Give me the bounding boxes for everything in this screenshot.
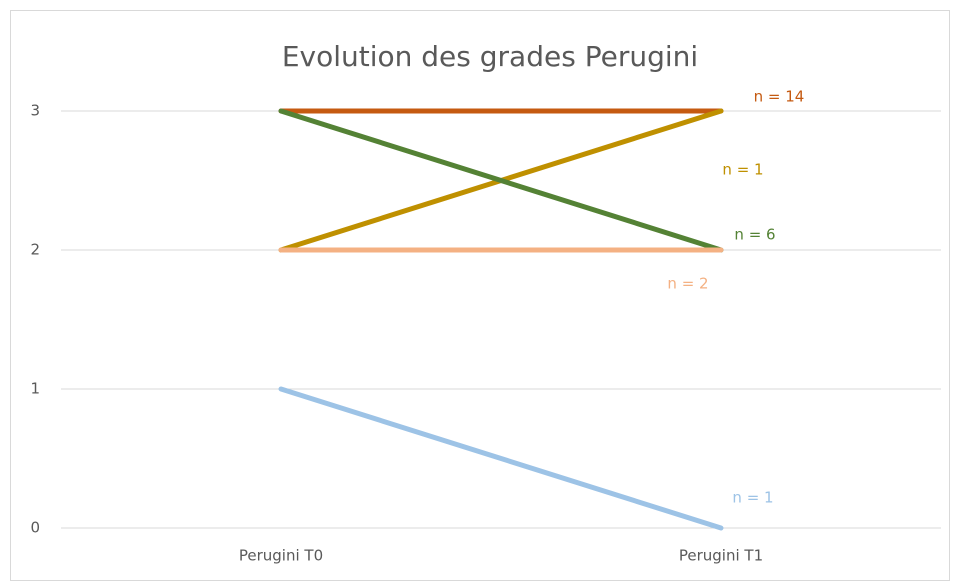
line (278, 108, 724, 253)
x-tick-label: Perugini T1 (679, 547, 763, 565)
line (278, 386, 724, 531)
line-label: n = 14 (754, 88, 805, 106)
y-tick-label: 3 (30, 102, 40, 120)
chart-title: Evolution des grades Perugini (282, 40, 698, 73)
line-label: n = 1 (732, 489, 773, 507)
y-tick-label: 2 (30, 241, 40, 259)
y-tick-label: 1 (30, 380, 40, 398)
line-label: n = 2 (667, 275, 708, 293)
y-tick-label: 0 (30, 519, 40, 537)
x-tick-label: Perugini T0 (239, 547, 323, 565)
chart-border (10, 10, 950, 581)
line-label: n = 6 (734, 226, 775, 244)
line-label: n = 1 (722, 161, 763, 179)
